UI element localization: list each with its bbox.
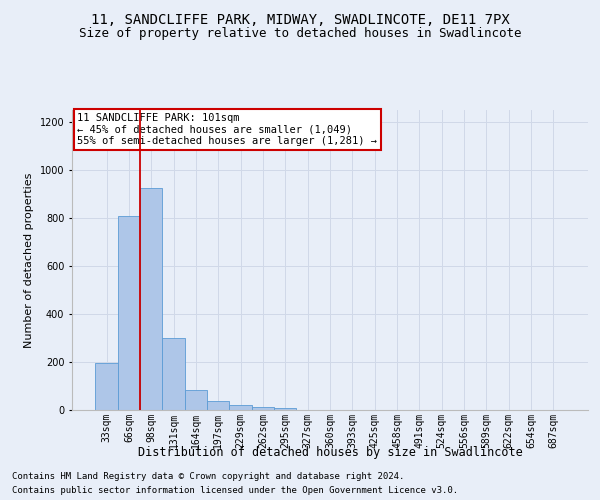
Bar	[274, 408, 296, 410]
Bar	[163, 338, 185, 410]
Bar	[95, 363, 118, 410]
Bar	[252, 406, 274, 410]
Text: Distribution of detached houses by size in Swadlincote: Distribution of detached houses by size …	[137, 446, 523, 459]
Text: Contains public sector information licensed under the Open Government Licence v3: Contains public sector information licen…	[12, 486, 458, 495]
Text: 11 SANDCLIFFE PARK: 101sqm
← 45% of detached houses are smaller (1,049)
55% of s: 11 SANDCLIFFE PARK: 101sqm ← 45% of deta…	[77, 113, 377, 146]
Y-axis label: Number of detached properties: Number of detached properties	[24, 172, 34, 348]
Text: Contains HM Land Registry data © Crown copyright and database right 2024.: Contains HM Land Registry data © Crown c…	[12, 472, 404, 481]
Bar	[118, 216, 140, 410]
Bar	[140, 188, 163, 410]
Text: Size of property relative to detached houses in Swadlincote: Size of property relative to detached ho…	[79, 28, 521, 40]
Bar	[185, 390, 207, 410]
Bar	[229, 404, 252, 410]
Text: 11, SANDCLIFFE PARK, MIDWAY, SWADLINCOTE, DE11 7PX: 11, SANDCLIFFE PARK, MIDWAY, SWADLINCOTE…	[91, 12, 509, 26]
Bar	[207, 401, 229, 410]
